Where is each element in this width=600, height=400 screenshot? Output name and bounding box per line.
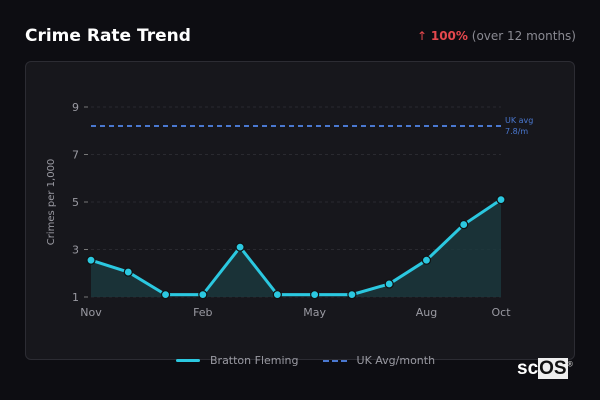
data-point xyxy=(459,219,469,230)
data-point xyxy=(272,290,282,300)
y-axis-label: Crimes per 1,000 xyxy=(46,159,57,246)
x-tick-label: Aug xyxy=(416,306,437,319)
change-period: (over 12 months) xyxy=(471,29,576,43)
data-point xyxy=(421,255,432,265)
data-point xyxy=(310,290,320,300)
data-point xyxy=(160,290,171,300)
data-point xyxy=(496,195,506,205)
legend-label: UK Avg/month xyxy=(356,354,436,367)
arrow-up-icon: ↑ xyxy=(416,29,428,43)
y-tick-label: 7 xyxy=(72,149,79,162)
data-point xyxy=(384,279,394,289)
legend-label: Bratton Fleming xyxy=(210,354,299,367)
data-point xyxy=(123,267,133,277)
series-line xyxy=(90,198,502,297)
y-tick-label: 5 xyxy=(72,196,79,209)
data-point xyxy=(347,290,357,300)
data-point xyxy=(86,255,96,265)
y-tick-label: 3 xyxy=(72,244,79,257)
x-tick-label: May xyxy=(303,306,326,319)
legend-swatch-dashed xyxy=(322,359,347,362)
reference-label: UK avg xyxy=(505,116,533,125)
change-percent: 100% xyxy=(430,29,468,43)
legend-item-reference[interactable]: UK Avg/month xyxy=(322,354,436,367)
legend-swatch-solid xyxy=(176,359,200,362)
series-area xyxy=(91,199,501,297)
trend-change: ↑ 100% (over 12 months) xyxy=(417,29,576,43)
data-point xyxy=(198,290,208,300)
x-tick-label: Nov xyxy=(80,306,102,319)
legend-item-series[interactable]: Bratton Fleming xyxy=(176,354,299,367)
legend: Bratton Fleming UK Avg/month xyxy=(176,354,435,367)
x-tick-label: Feb xyxy=(193,306,212,319)
reference-value-label: 7.8/m xyxy=(505,127,528,136)
y-tick-label: 9 xyxy=(72,101,79,114)
data-point xyxy=(235,242,245,252)
scos-logo: scOS® xyxy=(517,358,573,379)
x-tick-label: Oct xyxy=(491,306,511,319)
y-tick-label: 1 xyxy=(72,291,79,304)
chart-title: Crime Rate Trend xyxy=(25,26,191,46)
